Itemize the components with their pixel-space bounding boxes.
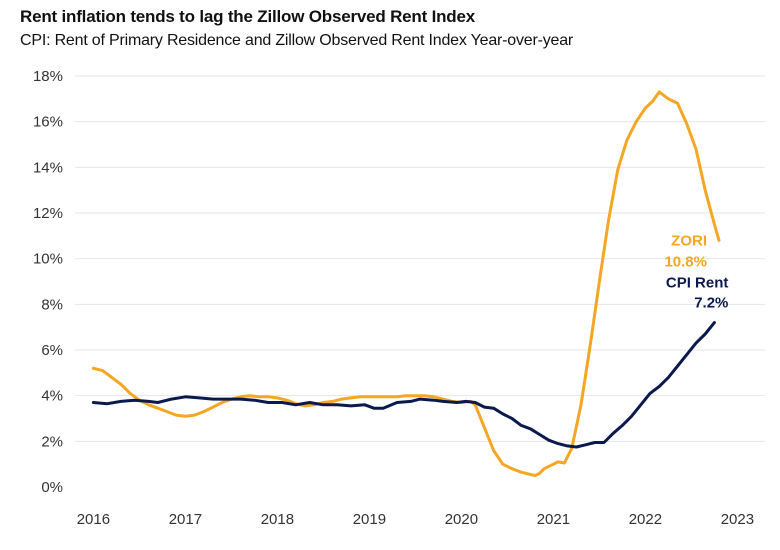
y-tick-label: 0% xyxy=(41,479,63,496)
x-tick-label: 2016 xyxy=(77,511,110,528)
y-tick-label: 18% xyxy=(33,68,63,85)
cpi-series-name: CPI Rent xyxy=(666,275,729,292)
chart-subtitle: CPI: Rent of Primary Residence and Zillo… xyxy=(20,32,574,49)
y-tick-label: 8% xyxy=(41,296,63,313)
zori-series-name: ZORI xyxy=(671,232,707,249)
x-tick-label: 2020 xyxy=(445,511,478,528)
series-line-cpi-rent xyxy=(91,321,716,449)
y-tick-label: 6% xyxy=(41,342,63,359)
y-tick-label: 2% xyxy=(41,433,63,450)
series-end-labels: ZORI 10.8% CPI Rent 7.2% xyxy=(664,232,728,311)
y-tick-label: 10% xyxy=(33,251,63,268)
series-line-zori xyxy=(91,90,721,478)
x-tick-label: 2021 xyxy=(537,511,570,528)
gridlines xyxy=(75,75,765,442)
x-tick-label: 2017 xyxy=(169,511,202,528)
y-axis-ticks: 0% 2% 4% 6% 8% 10% 12% 14% 16% 18% xyxy=(33,68,63,496)
x-axis-ticks: 2016 2017 2018 2019 2020 2021 2022 2023 xyxy=(77,511,754,528)
x-tick-label: 2023 xyxy=(721,511,754,528)
y-tick-label: 16% xyxy=(33,114,63,131)
y-tick-label: 4% xyxy=(41,388,63,405)
cpi-end-value: 7.2% xyxy=(694,295,728,312)
x-tick-label: 2019 xyxy=(353,511,386,528)
x-tick-label: 2022 xyxy=(629,511,662,528)
series-lines xyxy=(91,90,721,478)
y-tick-label: 14% xyxy=(33,159,63,176)
zori-end-value: 10.8% xyxy=(664,253,707,270)
x-tick-label: 2018 xyxy=(261,511,294,528)
y-tick-label: 12% xyxy=(33,205,63,222)
chart-title: Rent inflation tends to lag the Zillow O… xyxy=(20,7,475,26)
